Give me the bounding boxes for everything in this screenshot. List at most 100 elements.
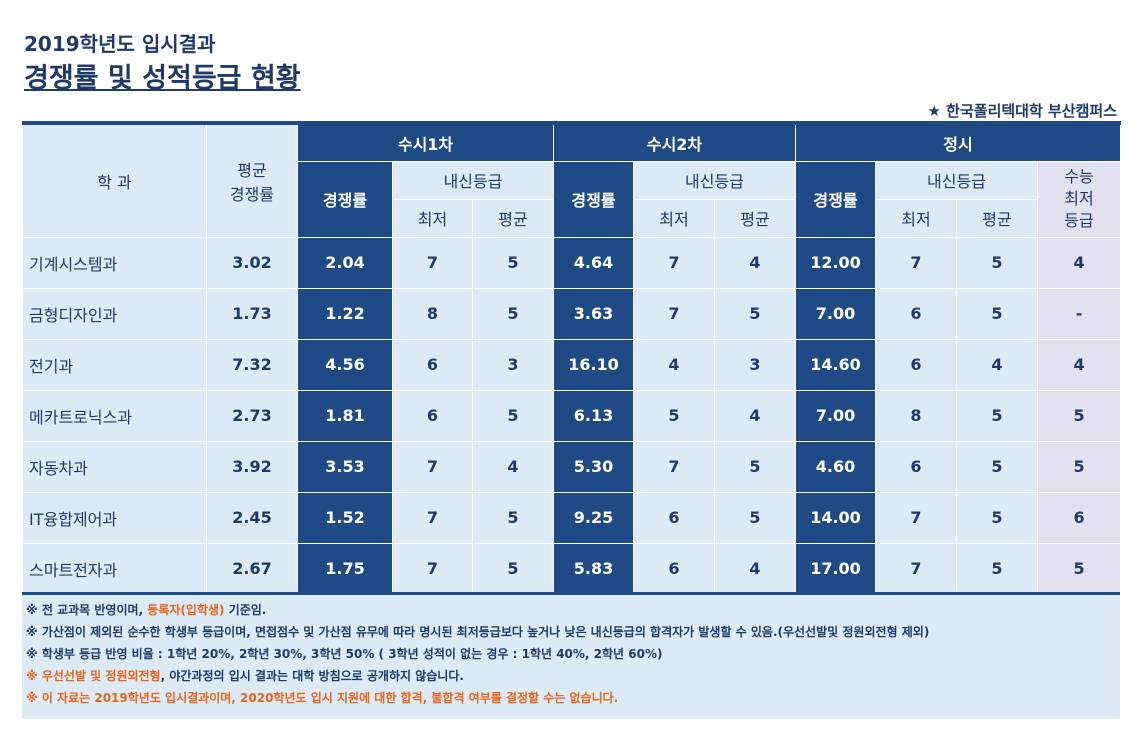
susi1-avg-cell: 4 bbox=[472, 440, 554, 493]
jeongsi-avg-cell: 5 bbox=[956, 389, 1038, 442]
jeongsi-comp-cell: 12.00 bbox=[795, 236, 876, 289]
susi1-min-cell: 7 bbox=[392, 542, 473, 595]
susi1-comp-cell: 1.75 bbox=[297, 542, 393, 595]
header-suneung: 수능 최저 등급 bbox=[1036, 160, 1122, 238]
susi1-min-cell: 6 bbox=[392, 338, 473, 391]
header-susi2-avg: 평균 bbox=[714, 198, 796, 238]
susi1-min-cell: 6 bbox=[392, 389, 473, 442]
susi1-min-cell: 8 bbox=[392, 287, 473, 340]
note-2: ※ 가산점이 제외된 순수한 학생부 등급이며, 면접점수 및 가산점 유무에 … bbox=[26, 625, 930, 639]
suneung-cell: 4 bbox=[1036, 236, 1122, 289]
jeongsi-avg-cell: 5 bbox=[956, 491, 1038, 544]
jeongsi-comp-cell: 4.60 bbox=[795, 440, 876, 493]
note-1: ※ 전 교과목 반영이며, 등록자(입학생) 기준임. bbox=[26, 603, 267, 617]
susi2-comp-cell: 4.64 bbox=[553, 236, 634, 289]
results-table: 학 과 평균 경쟁률 수시1차 수시2차 정시 경쟁률 내신등급 경쟁률 내신등급… bbox=[22, 121, 1122, 595]
susi1-avg-cell: 5 bbox=[472, 491, 554, 544]
susi2-avg-cell: 3 bbox=[714, 338, 796, 391]
header-susi1-comp: 경쟁률 bbox=[297, 160, 393, 238]
jeongsi-min-cell: 6 bbox=[875, 338, 957, 391]
susi1-min-cell: 7 bbox=[392, 236, 473, 289]
susi1-avg-cell: 5 bbox=[472, 542, 554, 595]
dept-cell: 자동차과 bbox=[22, 440, 207, 493]
jeongsi-avg-cell: 5 bbox=[956, 287, 1038, 340]
header-jeongsi-avg: 평균 bbox=[956, 198, 1038, 238]
susi2-min-cell: 5 bbox=[633, 389, 715, 442]
avg-comp-cell: 1.73 bbox=[206, 287, 298, 340]
susi2-avg-cell: 4 bbox=[714, 389, 796, 442]
susi1-min-cell: 7 bbox=[392, 491, 473, 544]
jeongsi-min-cell: 7 bbox=[875, 491, 957, 544]
susi2-comp-cell: 5.30 bbox=[553, 440, 634, 493]
avg-comp-cell: 2.73 bbox=[206, 389, 298, 442]
note-5: ※ 이 자료는 2019학년도 입시결과이며, 2020학년도 입시 지원에 대… bbox=[26, 691, 619, 705]
table-row: 스마트전자과 2.67 1.75 7 5 5.83 6 4 17.00 7 5 5 bbox=[22, 542, 1122, 595]
jeongsi-avg-cell: 5 bbox=[956, 236, 1038, 289]
dept-cell: IT융합제어과 bbox=[22, 491, 207, 544]
susi1-comp-cell: 2.04 bbox=[297, 236, 393, 289]
header-susi2-min: 최저 bbox=[633, 198, 715, 238]
jeongsi-avg-cell: 4 bbox=[956, 338, 1038, 391]
avg-comp-cell: 2.67 bbox=[206, 542, 298, 595]
header-susi1-avg: 평균 bbox=[472, 198, 554, 238]
suneung-cell: 5 bbox=[1036, 542, 1122, 595]
jeongsi-comp-cell: 7.00 bbox=[795, 287, 876, 340]
header-susi2-comp: 경쟁률 bbox=[553, 160, 634, 238]
jeongsi-min-cell: 8 bbox=[875, 389, 957, 442]
susi2-min-cell: 7 bbox=[633, 236, 715, 289]
avg-comp-cell: 3.02 bbox=[206, 236, 298, 289]
suneung-cell: - bbox=[1036, 287, 1122, 340]
susi1-avg-cell: 5 bbox=[472, 389, 554, 442]
campus-label: ★ 한국폴리텍대학 부산캠퍼스 bbox=[927, 102, 1118, 120]
susi1-comp-cell: 1.81 bbox=[297, 389, 393, 442]
susi1-avg-cell: 5 bbox=[472, 236, 554, 289]
header-dept: 학 과 bbox=[22, 121, 207, 238]
note-3: ※ 학생부 등급 반영 비율 : 1학년 20%, 2학년 30%, 3학년 5… bbox=[26, 647, 663, 661]
jeongsi-min-cell: 6 bbox=[875, 440, 957, 493]
table-row: 자동차과 3.92 3.53 7 4 5.30 7 5 4.60 6 5 5 bbox=[22, 440, 1122, 493]
susi2-comp-cell: 5.83 bbox=[553, 542, 634, 595]
suneung-cell: 5 bbox=[1036, 440, 1122, 493]
susi1-comp-cell: 1.22 bbox=[297, 287, 393, 340]
jeongsi-avg-cell: 5 bbox=[956, 440, 1038, 493]
table-row: 기계시스템과 3.02 2.04 7 5 4.64 7 4 12.00 7 5 4 bbox=[22, 236, 1122, 289]
jeongsi-comp-cell: 17.00 bbox=[795, 542, 876, 595]
jeongsi-comp-cell: 7.00 bbox=[795, 389, 876, 442]
susi2-min-cell: 6 bbox=[633, 491, 715, 544]
page-title: 경쟁률 및 성적등급 현황 bbox=[24, 63, 301, 94]
avg-comp-cell: 3.92 bbox=[206, 440, 298, 493]
suneung-cell: 5 bbox=[1036, 389, 1122, 442]
susi2-comp-cell: 3.63 bbox=[553, 287, 634, 340]
susi2-comp-cell: 6.13 bbox=[553, 389, 634, 442]
table-row: 전기과 7.32 4.56 6 3 16.10 4 3 14.60 6 4 4 bbox=[22, 338, 1122, 391]
dept-cell: 스마트전자과 bbox=[22, 542, 207, 595]
jeongsi-comp-cell: 14.00 bbox=[795, 491, 876, 544]
table-row: 금형디자인과 1.73 1.22 8 5 3.63 7 5 7.00 6 5- bbox=[22, 287, 1122, 340]
jeongsi-min-cell: 7 bbox=[875, 542, 957, 595]
susi2-avg-cell: 4 bbox=[714, 236, 796, 289]
suneung-cell: 4 bbox=[1036, 338, 1122, 391]
susi2-min-cell: 6 bbox=[633, 542, 715, 595]
jeongsi-min-cell: 6 bbox=[875, 287, 957, 340]
susi2-avg-cell: 5 bbox=[714, 287, 796, 340]
susi2-avg-cell: 5 bbox=[714, 440, 796, 493]
table-row: 메카트로닉스과 2.73 1.81 6 5 6.13 5 4 7.00 8 5 5 bbox=[22, 389, 1122, 442]
header-jeongsi-min: 최저 bbox=[875, 198, 957, 238]
header-avg-comp: 평균 경쟁률 bbox=[206, 121, 298, 238]
dept-cell: 기계시스템과 bbox=[22, 236, 207, 289]
jeongsi-min-cell: 7 bbox=[875, 236, 957, 289]
jeongsi-avg-cell: 5 bbox=[956, 542, 1038, 595]
dept-cell: 메카트로닉스과 bbox=[22, 389, 207, 442]
header-jeongsi-comp: 경쟁률 bbox=[795, 160, 876, 238]
susi2-avg-cell: 5 bbox=[714, 491, 796, 544]
note-4: ※ 우선선발 및 정원외전형, 야간과정의 입시 결과는 대학 방침으로 공개하… bbox=[26, 669, 464, 683]
notes-box: ※ 전 교과목 반영이며, 등록자(입학생) 기준임. ※ 가산점이 제외된 순… bbox=[22, 592, 1120, 719]
susi1-comp-cell: 4.56 bbox=[297, 338, 393, 391]
susi2-comp-cell: 16.10 bbox=[553, 338, 634, 391]
header-susi1-min: 최저 bbox=[392, 198, 473, 238]
suneung-cell: 6 bbox=[1036, 491, 1122, 544]
dept-cell: 전기과 bbox=[22, 338, 207, 391]
header-susi2: 수시2차 bbox=[553, 121, 796, 162]
header-susi1: 수시1차 bbox=[297, 121, 554, 162]
susi2-avg-cell: 4 bbox=[714, 542, 796, 595]
